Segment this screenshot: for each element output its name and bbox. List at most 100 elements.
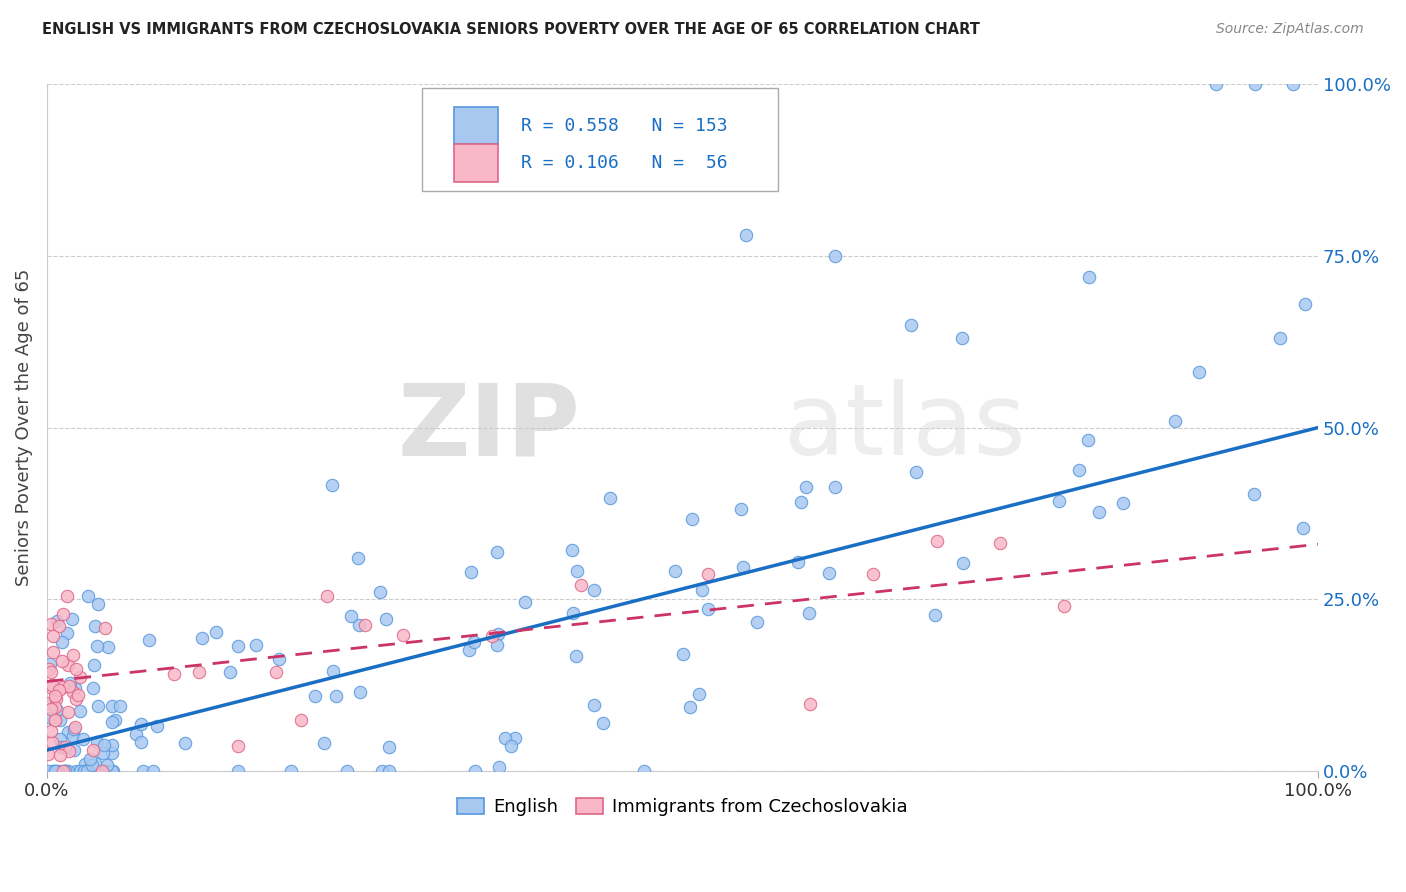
Point — [83, 756, 105, 770]
Point — [48, 619, 70, 633]
Point — [1047, 493, 1070, 508]
Point — [55, 626, 77, 640]
Point — [110, 699, 132, 714]
Point — [41, 698, 63, 712]
Point — [45, 764, 67, 778]
Point — [129, 716, 152, 731]
Point — [349, 618, 371, 632]
Point — [101, 714, 124, 729]
Text: R = 0.558   N = 153: R = 0.558 N = 153 — [522, 117, 728, 135]
Point — [41, 678, 63, 692]
Point — [371, 764, 394, 778]
Point — [565, 564, 588, 578]
Point — [46, 764, 69, 778]
FancyBboxPatch shape — [454, 145, 498, 182]
Point — [44, 692, 66, 706]
Point — [349, 685, 371, 699]
Point — [56, 589, 79, 603]
Point — [73, 764, 96, 778]
Point — [322, 664, 344, 678]
Point — [583, 583, 606, 598]
Point — [39, 616, 62, 631]
Text: ENGLISH VS IMMIGRANTS FROM CZECHOSLOVAKIA SENIORS POVERTY OVER THE AGE OF 65 COR: ENGLISH VS IMMIGRANTS FROM CZECHOSLOVAKI… — [42, 22, 980, 37]
Point — [82, 742, 104, 756]
Point — [952, 556, 974, 570]
Point — [824, 249, 846, 263]
Point — [315, 589, 337, 603]
Point — [104, 713, 127, 727]
Point — [353, 618, 375, 632]
Point — [44, 690, 66, 704]
Point — [58, 764, 80, 778]
Point — [79, 752, 101, 766]
Point — [368, 585, 391, 599]
Point — [76, 764, 98, 778]
Point — [696, 602, 718, 616]
Point — [80, 758, 103, 772]
Point — [226, 764, 249, 778]
Point — [94, 764, 117, 778]
Point — [799, 697, 821, 711]
Point — [561, 542, 583, 557]
Point — [53, 764, 76, 778]
Point — [51, 634, 73, 648]
Point — [41, 735, 63, 749]
Point — [592, 716, 614, 731]
Point — [100, 698, 122, 713]
Point — [730, 502, 752, 516]
Point — [904, 465, 927, 479]
Point — [988, 536, 1011, 550]
Point — [53, 764, 76, 778]
Point — [818, 566, 841, 580]
Point — [38, 662, 60, 676]
Point — [83, 657, 105, 672]
Point — [86, 640, 108, 654]
Point — [49, 740, 72, 755]
Point — [569, 578, 592, 592]
Point — [599, 491, 621, 505]
Point — [191, 631, 214, 645]
Point — [488, 760, 510, 774]
Point — [264, 665, 287, 679]
Point — [321, 477, 343, 491]
Point — [77, 590, 100, 604]
Text: atlas: atlas — [785, 379, 1026, 476]
Point — [565, 648, 588, 663]
Point — [336, 764, 359, 778]
Point — [41, 681, 63, 696]
Point — [1188, 365, 1211, 379]
Point — [45, 703, 67, 717]
Point — [39, 724, 62, 739]
Point — [41, 665, 63, 679]
Point — [519, 160, 541, 174]
Point — [91, 764, 114, 778]
Point — [48, 682, 70, 697]
Point — [76, 764, 98, 778]
Point — [49, 747, 72, 762]
Point — [458, 642, 481, 657]
Point — [65, 662, 87, 676]
Point — [950, 331, 973, 345]
Point — [62, 684, 84, 698]
Point — [188, 665, 211, 679]
Point — [42, 629, 65, 643]
Point — [94, 621, 117, 635]
Point — [58, 657, 80, 672]
Point — [515, 595, 537, 609]
Point — [1205, 78, 1227, 92]
Point — [42, 645, 65, 659]
Text: ZIP: ZIP — [398, 379, 581, 476]
Point — [226, 640, 249, 654]
Point — [1078, 269, 1101, 284]
Point — [69, 669, 91, 683]
Point — [1077, 433, 1099, 447]
Point — [481, 629, 503, 643]
Text: Source: ZipAtlas.com: Source: ZipAtlas.com — [1216, 22, 1364, 37]
Point — [101, 738, 124, 752]
Point — [138, 632, 160, 647]
Point — [62, 729, 84, 743]
Point — [290, 713, 312, 727]
Point — [787, 555, 810, 569]
Point — [1294, 297, 1316, 311]
Point — [633, 764, 655, 778]
